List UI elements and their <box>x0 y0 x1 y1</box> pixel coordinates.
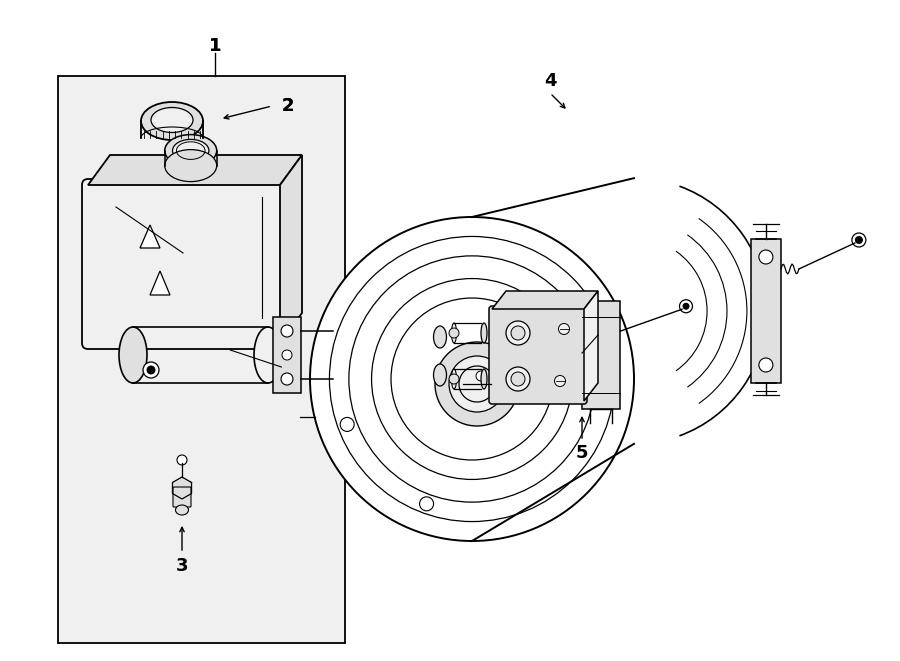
FancyBboxPatch shape <box>173 487 191 507</box>
Circle shape <box>147 366 155 374</box>
Ellipse shape <box>165 135 217 167</box>
Text: 2: 2 <box>282 97 294 115</box>
Circle shape <box>310 217 634 541</box>
Circle shape <box>143 362 159 378</box>
Circle shape <box>282 350 292 360</box>
Ellipse shape <box>119 327 147 383</box>
Bar <box>273 317 301 393</box>
Text: 1: 1 <box>209 37 221 55</box>
Ellipse shape <box>254 327 282 383</box>
Ellipse shape <box>327 331 339 379</box>
Ellipse shape <box>434 326 446 348</box>
Text: 2: 2 <box>282 97 294 115</box>
Bar <box>58 76 345 643</box>
Polygon shape <box>88 155 302 185</box>
Ellipse shape <box>151 108 193 132</box>
FancyBboxPatch shape <box>82 179 286 349</box>
Circle shape <box>476 371 486 381</box>
Circle shape <box>281 373 293 385</box>
Circle shape <box>435 342 519 426</box>
Circle shape <box>419 497 434 511</box>
Ellipse shape <box>434 364 446 386</box>
Polygon shape <box>584 291 598 401</box>
Polygon shape <box>173 477 192 499</box>
Text: 3: 3 <box>176 557 188 575</box>
Circle shape <box>680 299 692 313</box>
Ellipse shape <box>173 139 209 162</box>
Ellipse shape <box>141 102 203 140</box>
Circle shape <box>554 375 565 387</box>
Circle shape <box>759 250 773 264</box>
Ellipse shape <box>165 149 217 182</box>
Polygon shape <box>140 225 160 248</box>
Ellipse shape <box>481 323 487 343</box>
Text: 1: 1 <box>209 37 221 55</box>
Circle shape <box>855 237 862 243</box>
Circle shape <box>511 372 525 386</box>
Polygon shape <box>280 155 302 343</box>
Circle shape <box>281 325 293 337</box>
Text: 4: 4 <box>544 72 556 90</box>
Circle shape <box>506 321 530 345</box>
Circle shape <box>340 418 355 432</box>
Polygon shape <box>150 271 170 295</box>
Bar <box>582 301 620 409</box>
Circle shape <box>449 328 459 338</box>
Circle shape <box>449 374 459 384</box>
Circle shape <box>511 326 525 340</box>
Circle shape <box>852 233 866 247</box>
Ellipse shape <box>481 369 487 389</box>
Ellipse shape <box>176 505 188 515</box>
Text: 5: 5 <box>576 444 589 462</box>
Circle shape <box>177 455 187 465</box>
Circle shape <box>759 358 773 372</box>
Circle shape <box>506 367 530 391</box>
FancyBboxPatch shape <box>489 306 587 404</box>
Circle shape <box>559 323 570 334</box>
Ellipse shape <box>452 369 456 389</box>
Circle shape <box>449 356 505 412</box>
Ellipse shape <box>452 323 456 343</box>
Polygon shape <box>492 291 598 309</box>
Bar <box>751 239 781 383</box>
Circle shape <box>683 303 689 309</box>
